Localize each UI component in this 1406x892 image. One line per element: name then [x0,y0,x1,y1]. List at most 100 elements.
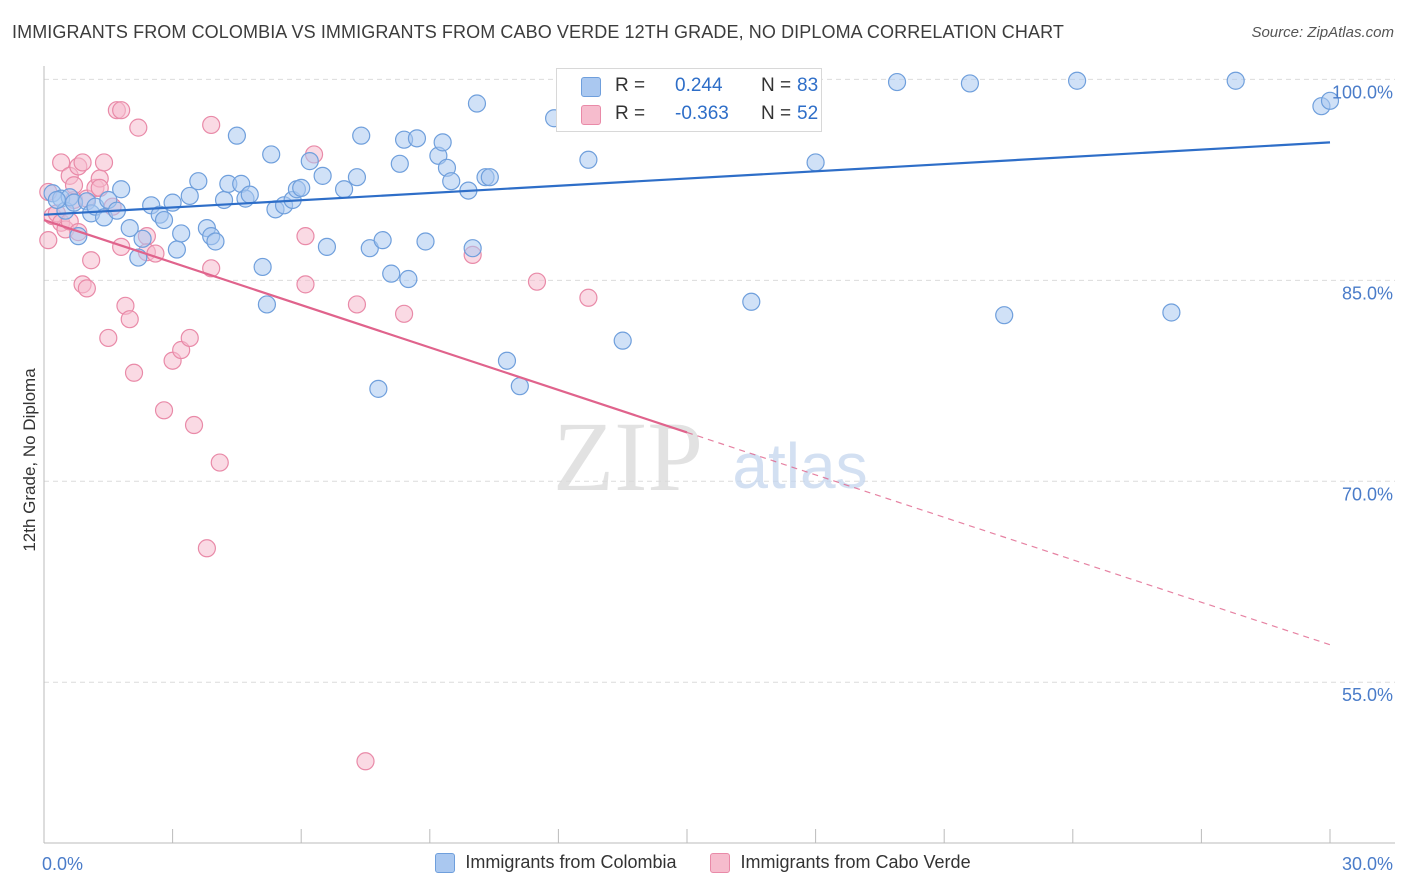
legend-n-value-caboverde: 52 [797,103,819,124]
data-point-colombia [1162,303,1181,322]
data-point-caboverde [39,231,58,250]
data-point-colombia [579,150,598,169]
tick-labels: 55.0% 70.0% 85.0% 100.0% 0.0% 30.0% [42,82,1393,874]
data-point-colombia [433,133,452,152]
data-point-caboverde [77,279,96,298]
data-point-colombia [317,237,337,256]
data-point-colombia [407,129,427,148]
watermark-zip: ZIP [553,401,703,512]
data-point-caboverde [112,101,131,120]
data-point-colombia [352,126,371,145]
data-point-caboverde [202,259,221,278]
legend-item-colombia: Immigrants from Colombia [435,852,676,873]
legend-swatch-colombia [581,77,601,97]
data-point-caboverde [94,153,114,172]
data-point-colombia [373,231,392,250]
y-tick-label: 85.0% [1342,283,1393,303]
data-point-caboverde [527,272,547,291]
legend-r-value-colombia: 0.244 [675,75,723,96]
data-point-colombia [1226,71,1245,90]
data-point-colombia [806,153,825,172]
source-credit: Source: ZipAtlas.com [1251,24,1394,41]
data-point-caboverde [154,401,174,420]
data-point-caboverde [394,304,414,323]
data-point-colombia [1067,71,1087,90]
data-point-caboverde [202,115,221,135]
data-point-colombia [480,168,499,187]
x-tick-label: 0.0% [42,854,83,874]
data-point-caboverde [197,539,216,558]
trend-line-caboverde [43,219,688,434]
stats-legend: R = 0.244 N = 83 R = -0.363 N = 52 [556,68,822,132]
data-point-colombia [292,178,311,198]
data-point-colombia [382,264,401,283]
data-point-colombia [442,172,461,191]
data-point-colombia [742,292,761,311]
legend-r-label: R = [615,103,646,124]
y-tick-label: 70.0% [1342,484,1393,504]
data-point-colombia [227,126,246,145]
watermark: ZIP atlas [553,401,868,512]
series-legend: Immigrants from Colombia Immigrants from… [0,852,1406,873]
data-point-colombia [463,239,482,258]
legend-n-value-colombia: 83 [797,75,819,96]
data-point-colombia [172,224,191,243]
series-caboverde-points [39,101,598,771]
data-point-caboverde [180,328,199,348]
data-point-colombia [995,306,1014,325]
legend-swatch-colombia [435,852,456,873]
data-point-colombia [467,94,487,113]
data-point-caboverde [347,295,367,314]
data-point-colombia [334,180,354,199]
legend-label-caboverde: Immigrants from Cabo Verde [740,852,971,872]
axes [43,66,1395,844]
data-point-caboverde [112,237,131,256]
data-point-caboverde [356,752,375,771]
data-point-caboverde [184,415,204,435]
data-point-caboverde [210,453,229,472]
data-point-colombia [257,295,277,314]
watermark-atlas: atlas [732,430,867,502]
gridlines [44,78,1395,683]
data-point-colombia [133,229,152,248]
data-point-colombia [47,190,66,210]
x-tick-label: 30.0% [1342,854,1393,874]
data-point-colombia [300,152,319,171]
data-point-colombia [960,74,980,93]
data-point-colombia [189,172,208,191]
data-point-caboverde [52,153,71,172]
data-point-colombia [360,239,379,258]
data-point-caboverde [296,275,315,294]
data-point-caboverde [129,118,148,137]
y-tick-label: 55.0% [1342,685,1393,705]
data-point-colombia [154,210,174,230]
data-point-colombia [497,351,517,370]
trend-line-caboverde-extrapolated [686,431,1331,646]
data-point-colombia [167,240,186,259]
data-point-colombia [399,269,418,289]
data-point-caboverde [99,328,118,348]
data-point-colombia [887,72,907,92]
trend-line-colombia [43,141,1331,216]
data-point-colombia [369,379,388,398]
legend-r-value-caboverde: -0.363 [675,103,729,124]
data-point-colombia [416,232,435,251]
legend-item-caboverde: Immigrants from Cabo Verde [710,852,971,873]
legend-swatch-caboverde [581,105,601,125]
data-point-caboverde [82,251,101,270]
data-point-colombia [1320,91,1340,110]
legend-r-label: R = [615,75,646,96]
data-point-caboverde [579,288,598,307]
data-point-colombia [112,180,131,199]
legend-swatch-caboverde [710,852,731,873]
data-point-caboverde [296,227,315,246]
trend-lines [43,141,1331,646]
data-point-colombia [347,168,367,187]
chart-title: IMMIGRANTS FROM COLOMBIA VS IMMIGRANTS F… [12,22,1064,42]
data-point-colombia [262,145,281,164]
data-point-caboverde [120,310,139,329]
data-point-caboverde [73,153,92,172]
data-point-colombia [253,257,272,277]
y-tick-label: 100.0% [1332,82,1393,102]
